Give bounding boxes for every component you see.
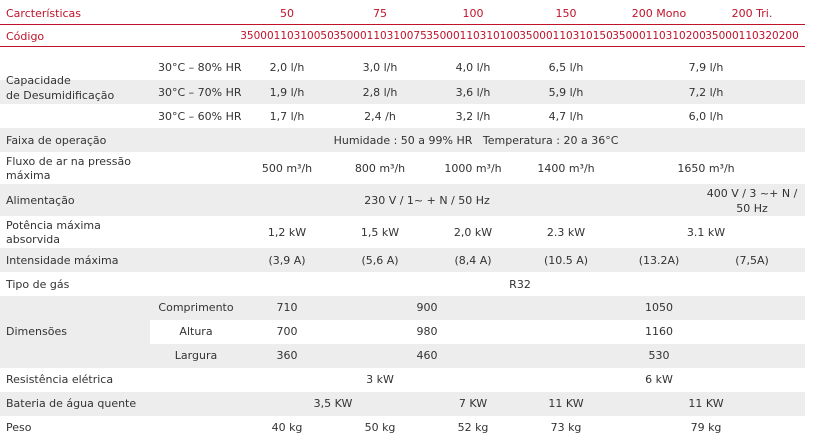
band-dimensoes-altura — [150, 320, 805, 344]
alimentacao-tri-2: 50 Hz — [736, 202, 768, 215]
cap60-75: 2,4 /h — [364, 110, 396, 123]
potencia-label-1: Potência máxima — [6, 219, 101, 232]
codigo-200-mono: 35000110310200 — [612, 30, 706, 42]
peso-75: 50 kg — [364, 421, 396, 434]
potencia-50: 1,2 kW — [267, 226, 307, 239]
dim-altura-150-200: 1160 — [645, 325, 673, 338]
fluxo-50: 500 m³/h — [261, 162, 313, 175]
cap60-200: 6,0 l/h — [688, 110, 724, 123]
cap70-50: 1,9 l/h — [269, 86, 305, 99]
intensidade-200-mono: (13.2A) — [638, 254, 680, 267]
separator-header — [0, 24, 805, 25]
model-75: 75 — [373, 7, 387, 20]
faixa-value: Humidade : 50 a 99% HR Temperatura : 20 … — [333, 134, 619, 147]
capacidade-label-2: de Desumidificação — [6, 89, 115, 102]
alimentacao-mono: 230 V / 1~ + N / 50 Hz — [364, 194, 490, 207]
gas-value: R32 — [509, 278, 531, 291]
potencia-75: 1,5 kW — [360, 226, 400, 239]
codigo-200-tri: 35000110320200 — [705, 30, 799, 42]
band-faixa — [0, 128, 805, 152]
potencia-150: 2.3 kW — [546, 226, 586, 239]
dim-comprimento-75-100: 900 — [416, 301, 438, 314]
intensidade-100: (8,4 A) — [454, 254, 492, 267]
potencia-label-2: absorvida — [6, 233, 60, 246]
codigo-50: 35000110310050 — [240, 30, 334, 42]
peso-50: 40 kg — [271, 421, 303, 434]
cap80-100: 4,0 l/h — [455, 61, 491, 74]
codigo-label: Código — [6, 30, 45, 43]
cap70-75: 2,8 l/h — [362, 86, 398, 99]
resistencia-label: Resistência elétrica — [6, 373, 114, 386]
bateria-150: 11 KW — [548, 397, 584, 410]
fluxo-200: 1650 m³/h — [677, 162, 735, 175]
separator-codigo — [0, 46, 805, 47]
cap70-100: 3,6 l/h — [455, 86, 491, 99]
dim-altura-75-100: 980 — [416, 325, 438, 338]
codigo-150: 35000110310150 — [519, 30, 613, 42]
cap60-100: 3,2 l/h — [455, 110, 491, 123]
resistencia-150-200: 6 kW — [645, 373, 673, 386]
header-label: Carcterísticas — [6, 7, 82, 20]
codigo-100: 35000110310100 — [426, 30, 520, 42]
dim-largura-name: Largura — [174, 349, 218, 362]
peso-100: 52 kg — [457, 421, 489, 434]
bateria-50-75: 3,5 KW — [313, 397, 353, 410]
alimentacao-tri-1: 400 V / 3 ~+ N / — [706, 187, 798, 200]
resistencia-50-100: 3 kW — [366, 373, 394, 386]
capacidade-cond-70: 30°C – 70% HR — [158, 86, 242, 99]
cap60-50: 1,7 l/h — [269, 110, 305, 123]
model-100: 100 — [462, 7, 484, 20]
band-capacidade-70 — [0, 80, 805, 104]
capacidade-cond-60: 30°C – 60% HR — [158, 110, 242, 123]
potencia-100: 2,0 kW — [453, 226, 493, 239]
potencia-200: 3.1 kW — [686, 226, 726, 239]
dim-altura-name: Altura — [179, 325, 213, 338]
dimensoes-label: Dimensões — [6, 325, 67, 338]
alimentacao-label: Alimentação — [6, 194, 75, 207]
peso-200: 79 kg — [690, 421, 722, 434]
capacidade-label-1: Capacidade — [6, 74, 71, 87]
bateria-label: Bateria de água quente — [6, 397, 137, 410]
cap80-75: 3,0 l/h — [362, 61, 398, 74]
model-50: 50 — [280, 7, 294, 20]
gas-label: Tipo de gás — [6, 278, 70, 291]
dim-largura-75-100: 460 — [416, 349, 438, 362]
fluxo-75: 800 m³/h — [354, 162, 406, 175]
band-intensidade — [0, 248, 805, 272]
dim-comprimento-50: 710 — [276, 301, 298, 314]
peso-label: Peso — [6, 421, 32, 434]
bateria-200: 11 KW — [688, 397, 724, 410]
band-bateria — [0, 392, 805, 416]
intensidade-50: (3,9 A) — [268, 254, 306, 267]
model-150: 150 — [555, 7, 577, 20]
peso-150: 73 kg — [550, 421, 582, 434]
intensidade-200-tri: (7,5A) — [735, 254, 769, 267]
fluxo-label-2: máxima — [6, 169, 51, 182]
intensidade-label: Intensidade máxima — [6, 254, 119, 267]
cap70-200: 7,2 l/h — [688, 86, 724, 99]
fluxo-100: 1000 m³/h — [444, 162, 502, 175]
codigo-75: 35000110310075 — [333, 30, 427, 42]
dim-comprimento-name: Comprimento — [158, 301, 234, 314]
dim-altura-50: 700 — [276, 325, 298, 338]
intensidade-75: (5,6 A) — [361, 254, 399, 267]
cap70-150: 5,9 l/h — [548, 86, 584, 99]
dim-largura-150-200: 530 — [648, 349, 670, 362]
bateria-100: 7 KW — [458, 397, 488, 410]
cap80-150: 6,5 l/h — [548, 61, 584, 74]
band-alimentacao — [0, 184, 805, 216]
model-200-mono: 200 Mono — [631, 7, 687, 20]
fluxo-150: 1400 m³/h — [537, 162, 595, 175]
intensidade-150: (10.5 A) — [543, 254, 589, 267]
dim-comprimento-150-200: 1050 — [645, 301, 673, 314]
model-200-tri: 200 Tri. — [731, 7, 773, 20]
cap80-200: 7,9 l/h — [688, 61, 724, 74]
dim-largura-50: 360 — [276, 349, 298, 362]
capacidade-cond-80: 30°C – 80% HR — [158, 61, 242, 74]
fluxo-label-1: Fluxo de ar na pressão — [6, 155, 131, 168]
faixa-label: Faixa de operação — [6, 134, 107, 147]
cap60-150: 4,7 l/h — [548, 110, 584, 123]
cap80-50: 2,0 l/h — [269, 61, 305, 74]
